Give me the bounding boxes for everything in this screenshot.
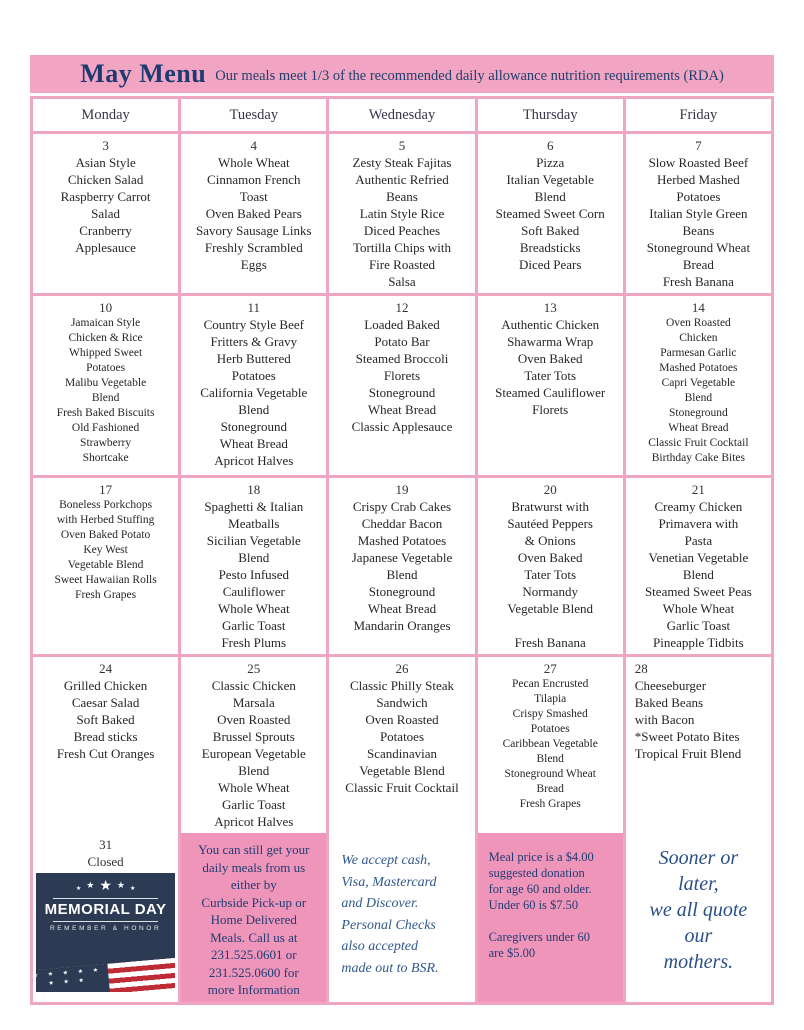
payment-info-cell: We accept cash, Visa, Mastercard and Dis… <box>329 833 475 1002</box>
menu-cell-17: 17 Boneless Porkchops with Herbed Stuffin… <box>33 478 179 654</box>
menu-items: Crispy Crab Cakes Cheddar Bacon Mashed P… <box>351 499 453 633</box>
date-label: 11 <box>247 300 261 315</box>
menu-cell-5: 5 Zesty Steak Fajitas Authentic Refried B… <box>329 134 475 293</box>
divider <box>52 921 159 922</box>
date-label: 24 <box>99 661 113 676</box>
page-title: May Menu <box>80 59 207 88</box>
menu-cell-6: 6 Pizza Italian Vegetable Blend Steamed S… <box>477 134 623 293</box>
header-band: May Menu Our meals meet 1/3 of the recom… <box>30 55 774 93</box>
mothers-quote-text: Sooner or later, we all quote our mother… <box>649 847 748 973</box>
menu-cell-3: 3 Asian Style Chicken Salad Raspberry Car… <box>33 134 179 293</box>
day-header-monday: Monday <box>33 99 179 131</box>
date-label: 28 <box>634 661 648 676</box>
week-row-3: 17 Boneless Porkchops with Herbed Stuffin… <box>33 478 771 654</box>
date-label: 26 <box>395 661 409 676</box>
quote-cell: Sooner or later, we all quote our mother… <box>625 833 771 1002</box>
memorial-subtitle: REMEMBER & HONOR <box>49 925 162 932</box>
menu-items: Spaghetti & Italian Meatballs Sicilian V… <box>204 499 304 650</box>
menu-items: Grilled Chicken Caesar Salad Soft Baked … <box>56 678 155 761</box>
menu-items: Bratwurst with Sautéed Peppers & Onions … <box>507 499 593 650</box>
menu-cell-24: 24 Grilled Chicken Caesar Salad Soft Bake… <box>33 657 179 833</box>
menu-cell-20: 20 Bratwurst with Sautéed Peppers & Onion… <box>477 478 623 654</box>
date-label: 25 <box>247 661 261 676</box>
memorial-day-banner: ★ ★ ★ ★ ★ MEMORIAL DAY REMEMBER & HONOR ★ ★ … <box>36 873 176 992</box>
menu-cell-10: 10 Jamaican Style Chicken & Rice Whipped … <box>33 296 179 475</box>
curbside-info-cell: You can still get your daily meals from … <box>181 833 327 1002</box>
memorial-day-cell: 31 Closed ★ ★ ★ ★ ★ MEMORIAL DAY REMEMBER & … <box>33 833 179 1002</box>
menu-items: Cheeseburger Baked Beans with Bacon *Swe… <box>634 678 742 761</box>
menu-cell-18: 18 Spaghetti & Italian Meatballs Sicilian… <box>181 478 327 654</box>
date-label: 12 <box>395 300 409 315</box>
day-header-tuesday: Tuesday <box>181 99 327 131</box>
menu-cell-4: 4 Whole Wheat Cinnamon French Toast Oven … <box>181 134 327 293</box>
menu-items: Jamaican Style Chicken & Rice Whipped Sw… <box>56 317 155 464</box>
menu-cell-26: 26 Classic Philly Steak Sandwich Oven Roa… <box>329 657 475 833</box>
day-header-friday: Friday <box>625 99 771 131</box>
date-label: 7 <box>695 138 702 153</box>
calendar-grid: Monday Tuesday Wednesday Thursday Friday… <box>30 96 774 1005</box>
menu-items: Classic Chicken Marsala Oven Roasted Bru… <box>201 678 306 829</box>
menu-items: Oven Roasted Chicken Parmesan Garlic Mas… <box>648 317 749 464</box>
date-label: 4 <box>250 138 258 153</box>
date-label: 21 <box>691 482 705 497</box>
date-label: 27 <box>543 661 557 676</box>
curbside-info-text: You can still get your daily meals from … <box>198 842 310 997</box>
menu-items: Zesty Steak Fajitas Authentic Refried Be… <box>352 155 452 289</box>
stars-icon: ★ ★ ★ ★ ★ <box>75 877 136 893</box>
week-row-4: 24 Grilled Chicken Caesar Salad Soft Bake… <box>33 657 771 833</box>
menu-cell-21: 21 Creamy Chicken Primavera with Pasta Ve… <box>625 478 771 654</box>
day-header-row: Monday Tuesday Wednesday Thursday Friday <box>33 99 771 131</box>
us-flag-icon: ★ ★ ★ ★ ★ ★ ★ ★ <box>36 957 176 992</box>
date-label: 14 <box>691 300 705 315</box>
menu-cell-11: 11 Country Style Beef Fritters & Gravy He… <box>181 296 327 475</box>
menu-items: Asian Style Chicken Salad Raspberry Carr… <box>60 155 151 255</box>
menu-cell-25: 25 Classic Chicken Marsala Oven Roasted B… <box>181 657 327 833</box>
week-row-2: 10 Jamaican Style Chicken & Rice Whipped … <box>33 296 771 475</box>
meal-price-text: Meal price is a $4.00 suggested donation… <box>488 850 594 960</box>
date-label: 10 <box>99 300 113 315</box>
menu-items: Pecan Encrusted Tilapia Crispy Smashed P… <box>502 678 598 810</box>
date-label: 6 <box>546 138 554 153</box>
menu-cell-28: 28 Cheeseburger Baked Beans with Bacon *S… <box>625 657 771 833</box>
date-label: 19 <box>395 482 409 497</box>
menu-cell-19: 19 Crispy Crab Cakes Cheddar Bacon Mashed… <box>329 478 475 654</box>
menu-items: Boneless Porkchops with Herbed Stuffing … <box>54 499 157 601</box>
menu-items: Pizza Italian Vegetable Blend Steamed Sw… <box>495 155 605 272</box>
menu-items: Creamy Chicken Primavera with Pasta Vene… <box>644 499 752 650</box>
date-label: 18 <box>247 482 261 497</box>
menu-cell-12: 12 Loaded Baked Potato Bar Steamed Brocco… <box>329 296 475 475</box>
flag-canton: ★ ★ ★ ★ ★ ★ ★ ★ <box>36 963 111 992</box>
menu-items: Authentic Chicken Shawarma Wrap Oven Bak… <box>495 317 606 417</box>
menu-cell-7: 7 Slow Roasted Beef Herbed Mashed Potatoe… <box>625 134 771 293</box>
menu-items: Loaded Baked Potato Bar Steamed Broccoli… <box>351 317 453 434</box>
date-label: 13 <box>543 300 557 315</box>
menu-cell-27: 27 Pecan Encrusted Tilapia Crispy Smashed… <box>477 657 623 833</box>
weeks-container: 3 Asian Style Chicken Salad Raspberry Car… <box>33 134 771 833</box>
payment-info-text: We accept cash, Visa, Mastercard and Dis… <box>341 853 439 976</box>
closed-label: 31 Closed <box>87 837 124 869</box>
day-header-wednesday: Wednesday <box>329 99 475 131</box>
memorial-title: MEMORIAL DAY <box>44 901 167 918</box>
footer-row: 31 Closed ★ ★ ★ ★ ★ MEMORIAL DAY REMEMBER & … <box>33 833 771 1002</box>
divider <box>52 898 159 899</box>
date-label: 20 <box>543 482 557 497</box>
menu-items: Country Style Beef Fritters & Gravy Herb… <box>200 317 308 468</box>
page-subtitle: Our meals meet 1/3 of the recommended da… <box>215 67 724 84</box>
menu-cell-14: 14 Oven Roasted Chicken Parmesan Garlic M… <box>625 296 771 475</box>
date-label: 5 <box>398 138 406 153</box>
date-label: 17 <box>99 482 113 497</box>
date-label: 3 <box>102 138 109 153</box>
meal-price-cell: Meal price is a $4.00 suggested donation… <box>477 833 623 1002</box>
menu-cell-13: 13 Authentic Chicken Shawarma Wrap Oven B… <box>477 296 623 475</box>
day-header-thursday: Thursday <box>477 99 623 131</box>
menu-items: Whole Wheat Cinnamon French Toast Oven B… <box>196 155 312 272</box>
menu-items: Slow Roasted Beef Herbed Mashed Potatoes… <box>646 155 751 289</box>
week-row-1: 3 Asian Style Chicken Salad Raspberry Car… <box>33 134 771 293</box>
menu-items: Classic Philly Steak Sandwich Oven Roast… <box>345 678 459 795</box>
